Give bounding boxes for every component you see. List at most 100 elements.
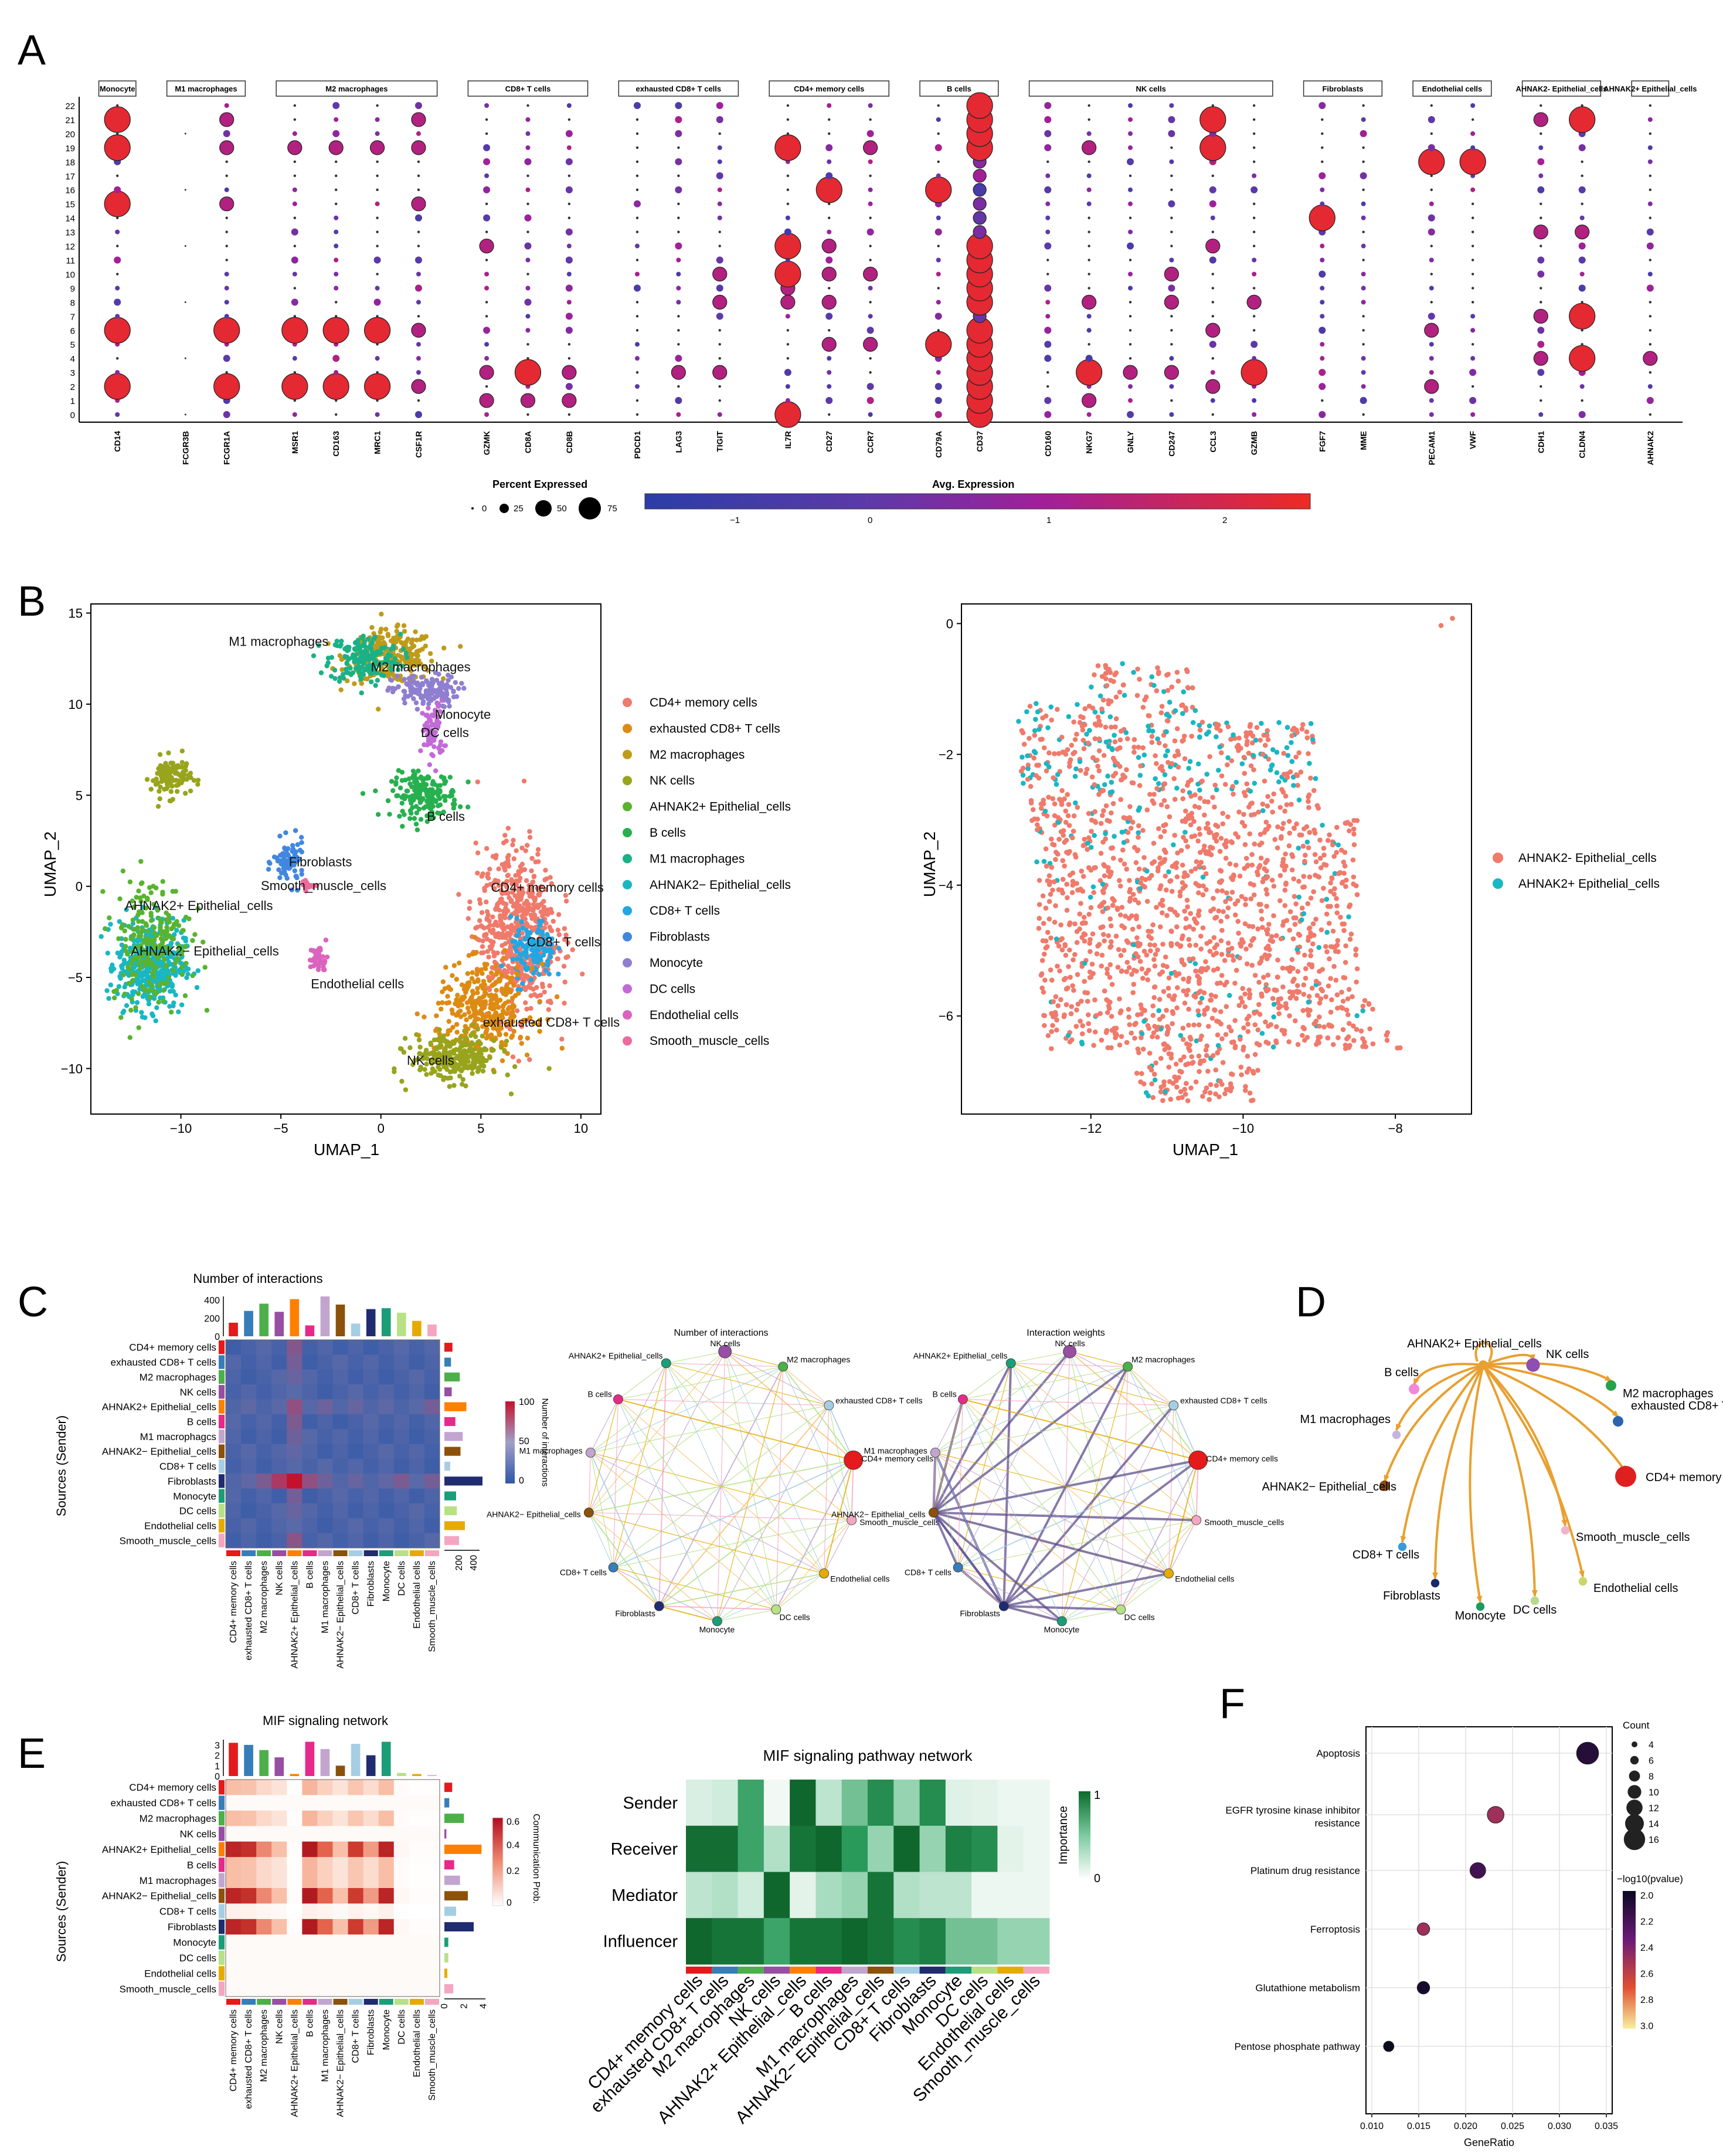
umap-cell-point <box>1304 839 1310 845</box>
umap-cell-point <box>1311 787 1317 793</box>
umap-cell-point <box>1246 987 1252 993</box>
umap-cell-point <box>317 946 322 951</box>
expression-dot <box>1320 356 1325 361</box>
expression-dot <box>292 356 297 361</box>
umap-cell-point <box>431 714 436 719</box>
expression-dot <box>1430 245 1433 247</box>
umap-cell-point <box>549 928 555 933</box>
expression-dot <box>1649 188 1652 191</box>
umap-cell-point <box>1198 946 1204 952</box>
umap-cell-point <box>416 806 422 812</box>
expression-dot <box>1430 132 1433 135</box>
umap-cell-point <box>1048 935 1053 941</box>
umap-cell-point <box>419 674 424 680</box>
expression-dot <box>525 257 531 263</box>
umap-cell-point <box>178 773 183 779</box>
umap-cell-point <box>358 655 363 661</box>
umap-cell-point <box>140 1014 145 1020</box>
umap-cell-point <box>358 671 363 676</box>
cluster-group-header-box <box>769 80 890 97</box>
umap-cell-point <box>1242 921 1248 926</box>
umap-cell-point <box>1283 851 1288 857</box>
umap-cell-point <box>429 809 435 815</box>
expression-dot <box>869 301 872 304</box>
expression-dot <box>332 355 340 362</box>
umap-cell-point <box>407 1045 413 1051</box>
umap-cell-point <box>1055 1003 1061 1009</box>
umap-cell-point <box>344 661 349 667</box>
expression-dot <box>1581 104 1583 107</box>
expression-dot <box>417 230 420 233</box>
umap-cluster-label: M2 macrophages <box>371 660 471 674</box>
expression-dot <box>1088 343 1090 346</box>
umap-cell-point <box>190 973 195 979</box>
umap-cell-point <box>1207 1096 1212 1102</box>
umap-cell-point <box>399 1078 405 1084</box>
umap-cell-point <box>509 928 514 933</box>
umap-cell-point <box>523 1000 528 1006</box>
expression-dot <box>774 232 801 260</box>
umap-cell-point <box>496 900 502 905</box>
expression-dot <box>369 140 385 155</box>
umap-cell-point <box>1264 891 1270 897</box>
expression-dot <box>1318 270 1326 278</box>
umap-cell-point <box>1314 993 1320 999</box>
umap-cell-point <box>427 805 433 810</box>
umap-cell-point <box>1113 716 1119 722</box>
umap-cell-point <box>1207 1090 1213 1096</box>
expression-dot <box>1320 257 1325 263</box>
umap-cell-point <box>1152 1077 1158 1083</box>
expression-dot <box>291 256 298 264</box>
expression-dot <box>785 384 790 389</box>
expression-dot <box>1533 112 1548 127</box>
umap-cell-point <box>158 975 164 980</box>
expression-dot <box>414 284 422 292</box>
expression-dot <box>1170 174 1173 177</box>
umap-cell-point <box>1219 888 1225 894</box>
umap-cluster-label: Smooth_muscle_cells <box>261 878 386 893</box>
umap-cell-point <box>1087 728 1092 733</box>
umap-cell-point <box>1056 836 1062 842</box>
umap-cell-point <box>1242 842 1248 847</box>
expression-dot <box>825 172 833 179</box>
umap-cell-point <box>383 627 389 632</box>
umap-cell-point <box>138 966 143 971</box>
expression-dot <box>1578 144 1586 151</box>
panel-letter-f: F <box>1219 1680 1245 1727</box>
umap-cell-point <box>1033 717 1038 722</box>
expression-dot <box>1164 266 1180 282</box>
gene-label: CSF1R <box>414 431 423 458</box>
umap-cell-point <box>1021 742 1027 747</box>
umap-cell-point <box>501 955 507 961</box>
expression-dot <box>115 286 120 291</box>
expression-dot <box>1252 173 1257 178</box>
umap-cell-point <box>502 941 508 946</box>
umap-cell-point <box>1228 839 1234 844</box>
umap-cell-point <box>1245 1069 1250 1075</box>
umap-cell-point <box>129 996 134 1001</box>
expression-dot <box>292 187 297 192</box>
umap-cell-point <box>160 889 165 895</box>
expression-dot <box>411 196 426 212</box>
expression-dot <box>676 257 681 263</box>
expression-dot <box>565 383 573 391</box>
expression-dot <box>1129 216 1132 219</box>
umap-cell-point <box>433 721 439 726</box>
umap-cell-point <box>369 624 375 630</box>
expression-dot <box>1318 411 1326 418</box>
umap-cell-point <box>174 789 180 794</box>
expression-dot <box>1252 245 1256 247</box>
umap-cell-point <box>482 932 487 938</box>
expression-dot <box>786 104 790 107</box>
umap-cell-point <box>146 1001 152 1007</box>
umap-cell-point <box>1153 776 1158 782</box>
umap-cell-point <box>1130 780 1136 786</box>
expression-dot <box>780 294 796 310</box>
umap-cell-point <box>158 963 164 968</box>
umap-cell-point <box>1045 725 1051 731</box>
expression-dot <box>825 397 833 405</box>
umap-cell-point <box>290 848 295 854</box>
umap-cell-point <box>149 970 155 976</box>
umap-cell-point <box>426 705 431 711</box>
umap-cell-point <box>461 685 467 691</box>
